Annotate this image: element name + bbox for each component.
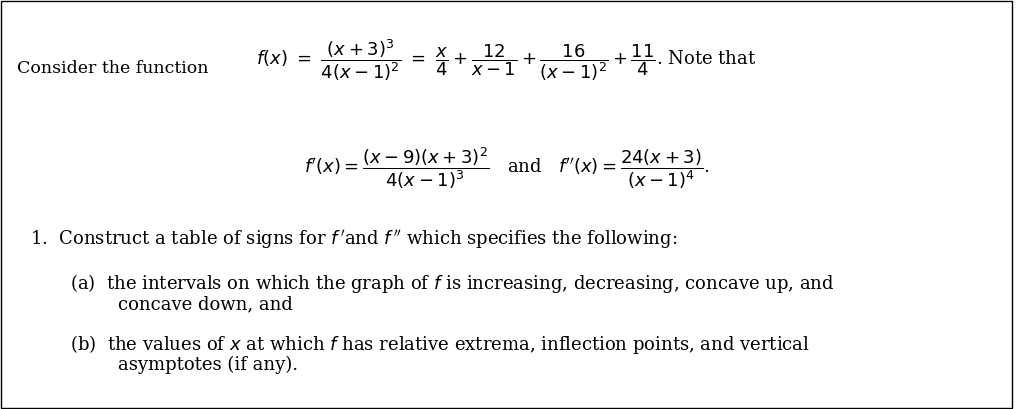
Text: (a)  the intervals on which the graph of $f$ is increasing, decreasing, concave : (a) the intervals on which the graph of … <box>70 272 835 295</box>
Text: 1.  Construct a table of signs for $f\,'$and $f\,''$ which specifies the followi: 1. Construct a table of signs for $f\,'$… <box>30 227 677 251</box>
Text: (b)  the values of $x$ at which $f$ has relative extrema, inflection points, and: (b) the values of $x$ at which $f$ has r… <box>70 333 810 356</box>
Text: $f(x) \ = \ \dfrac{(x+3)^3}{4(x-1)^2} \ = \ \dfrac{x}{4} + \dfrac{12}{x-1} + \df: $f(x) \ = \ \dfrac{(x+3)^3}{4(x-1)^2} \ … <box>256 37 756 83</box>
Text: Consider the function: Consider the function <box>17 60 208 77</box>
Text: asymptotes (if any).: asymptotes (if any). <box>118 356 297 374</box>
Text: concave down, and: concave down, and <box>118 295 292 313</box>
FancyBboxPatch shape <box>1 1 1011 408</box>
Text: $f'(x) = \dfrac{(x-9)(x+3)^2}{4(x-1)^3}$   and   $f''(x) = \dfrac{24(x+3)}{(x-1): $f'(x) = \dfrac{(x-9)(x+3)^2}{4(x-1)^3}$… <box>303 145 709 191</box>
